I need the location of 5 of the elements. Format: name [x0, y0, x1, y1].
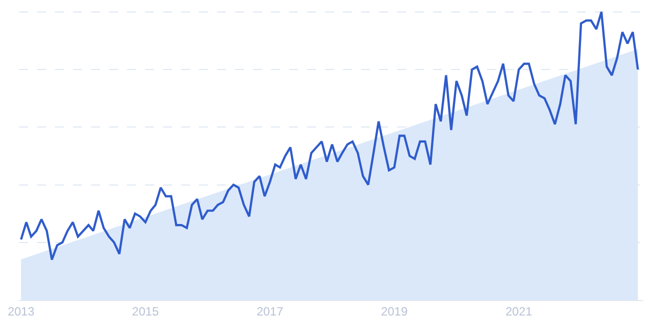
x-tick-label: 2019 [380, 304, 408, 318]
x-tick-label: 2017 [256, 304, 284, 318]
x-tick-label: 2013 [8, 304, 35, 318]
x-tick-label: 2015 [132, 304, 160, 318]
x-tick-label: 2021 [505, 304, 532, 318]
